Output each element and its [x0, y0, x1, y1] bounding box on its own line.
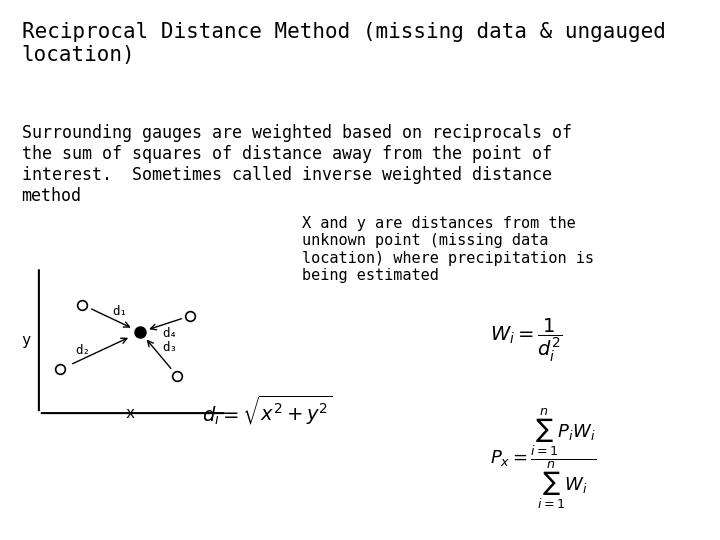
Text: d₂: d₂: [76, 344, 91, 357]
Text: d₄: d₄: [162, 327, 177, 340]
Text: Reciprocal Distance Method (missing data & ungauged
location): Reciprocal Distance Method (missing data…: [22, 22, 665, 65]
Text: $P_x = \dfrac{\sum_{i=1}^{n} P_i W_i}{\sum_{i=1}^{n} W_i}$: $P_x = \dfrac{\sum_{i=1}^{n} P_i W_i}{\s…: [490, 407, 596, 511]
Text: d₁: d₁: [112, 305, 127, 319]
Text: X and y are distances from the
unknown point (missing data
location) where preci: X and y are distances from the unknown p…: [302, 216, 595, 283]
Text: Surrounding gauges are weighted based on reciprocals of
the sum of squares of di: Surrounding gauges are weighted based on…: [22, 124, 572, 205]
Text: $W_i = \dfrac{1}{d_i^2}$: $W_i = \dfrac{1}{d_i^2}$: [490, 316, 562, 364]
Text: x: x: [125, 406, 134, 421]
Text: d₃: d₃: [162, 341, 177, 354]
Text: $d_i = \sqrt{x^2 + y^2}$: $d_i = \sqrt{x^2 + y^2}$: [202, 394, 332, 427]
Text: y: y: [22, 333, 31, 348]
